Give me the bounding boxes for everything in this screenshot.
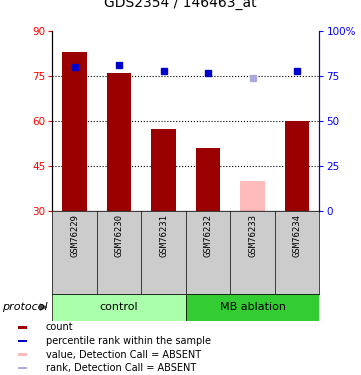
Bar — [240, 181, 265, 211]
Text: GSM76231: GSM76231 — [159, 214, 168, 256]
Text: control: control — [100, 302, 138, 312]
Bar — [18, 367, 27, 369]
Text: protocol: protocol — [2, 302, 47, 312]
Bar — [107, 73, 131, 211]
Text: MB ablation: MB ablation — [220, 302, 286, 312]
Text: value, Detection Call = ABSENT: value, Detection Call = ABSENT — [46, 350, 201, 360]
Text: GSM76232: GSM76232 — [204, 214, 213, 256]
Bar — [52, 294, 186, 321]
Text: GSM76233: GSM76233 — [248, 214, 257, 256]
Text: GSM76230: GSM76230 — [115, 214, 123, 256]
Bar — [18, 340, 27, 342]
Text: rank, Detection Call = ABSENT: rank, Detection Call = ABSENT — [46, 363, 196, 373]
Bar — [285, 121, 309, 211]
Text: GDS2354 / 146463_at: GDS2354 / 146463_at — [104, 0, 257, 10]
Bar — [18, 353, 27, 356]
Bar — [196, 148, 221, 211]
Bar — [62, 52, 87, 211]
Text: GSM76229: GSM76229 — [70, 214, 79, 256]
Text: count: count — [46, 322, 74, 332]
Text: percentile rank within the sample: percentile rank within the sample — [46, 336, 211, 346]
Text: GSM76234: GSM76234 — [293, 214, 302, 256]
Bar — [151, 129, 176, 211]
Bar — [186, 294, 319, 321]
Bar — [18, 326, 27, 328]
